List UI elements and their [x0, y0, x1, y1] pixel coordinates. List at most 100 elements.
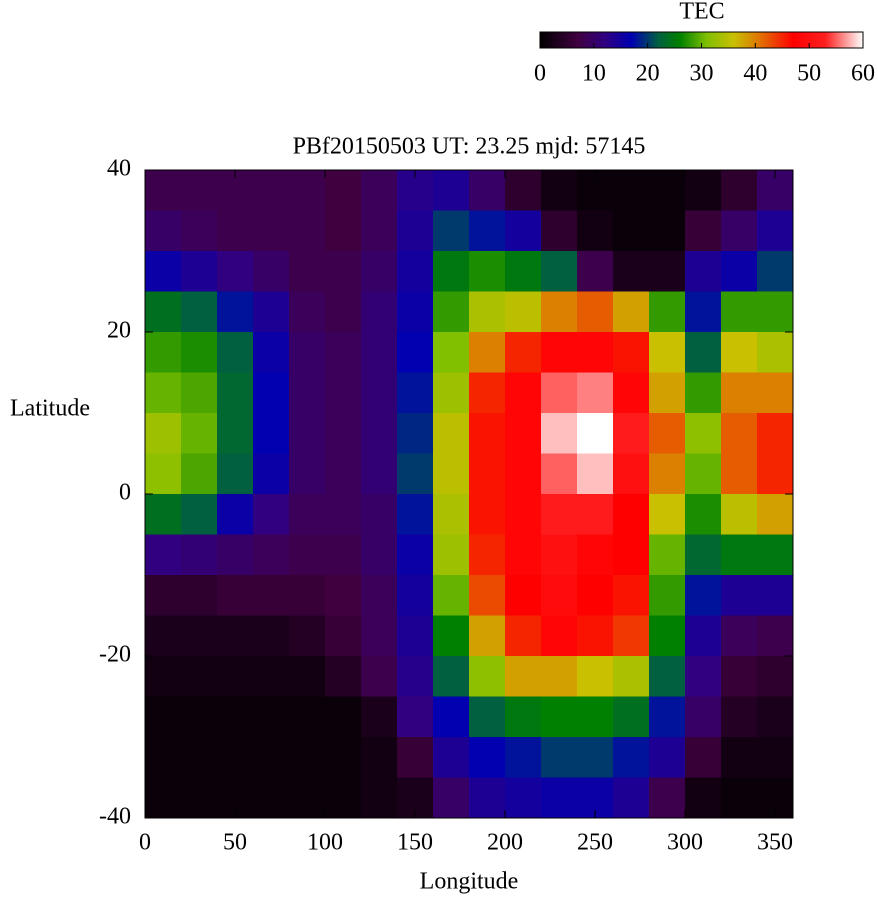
heat-cell [685, 696, 722, 738]
x-tick-label: 50 [223, 830, 247, 856]
heat-cell [325, 210, 362, 252]
heat-cell [649, 413, 686, 454]
heat-cell [433, 453, 470, 495]
heat-cell [217, 494, 254, 535]
heat-cell [181, 534, 218, 576]
heat-cell [577, 696, 614, 738]
heat-cell [253, 534, 290, 576]
heat-cell [325, 170, 362, 211]
heat-cell [145, 615, 182, 657]
heat-cell [433, 615, 470, 657]
x-tick-label: 350 [757, 830, 793, 856]
heat-cell [685, 372, 722, 414]
heat-cell [361, 777, 398, 819]
heat-cell [145, 453, 182, 495]
heat-cell [685, 494, 722, 535]
heat-cell [577, 413, 614, 454]
heat-cell [397, 453, 434, 495]
heat-cell [469, 737, 506, 778]
heat-cell [325, 453, 362, 495]
heat-cell [541, 251, 578, 292]
heat-cell [577, 494, 614, 535]
heat-cell [649, 656, 686, 697]
heat-cell [757, 615, 794, 657]
heat-cell [289, 656, 326, 697]
heat-cell [217, 575, 254, 616]
heat-cell [397, 696, 434, 738]
heat-cell [145, 372, 182, 414]
heat-cell [469, 615, 506, 657]
heat-cell [613, 170, 650, 211]
heat-cell [613, 575, 650, 616]
heat-cell [217, 251, 254, 292]
heat-cell [397, 372, 434, 414]
heat-cell [217, 656, 254, 697]
heat-cell [217, 737, 254, 778]
heat-cell [505, 494, 542, 535]
heat-cell [181, 372, 218, 414]
colorbar-tick-label: 10 [582, 61, 606, 87]
colorbar-tick-label: 30 [690, 61, 714, 87]
heat-cell [181, 696, 218, 738]
heat-cell [469, 696, 506, 738]
heat-cell [397, 575, 434, 616]
heat-cell [577, 575, 614, 616]
heat-cell [145, 494, 182, 535]
heat-cell [325, 656, 362, 697]
heat-cell [433, 291, 470, 333]
heat-cell [685, 291, 722, 333]
heat-cell [145, 534, 182, 576]
heat-cell [541, 170, 578, 211]
y-axis-label: Latitude [10, 396, 90, 422]
heat-cell [145, 170, 182, 211]
heat-cell [577, 251, 614, 292]
heat-cell [253, 251, 290, 292]
heat-cell [613, 291, 650, 333]
heat-cell [721, 575, 758, 616]
heat-cell [721, 291, 758, 333]
heat-cell [649, 494, 686, 535]
heat-cell [253, 453, 290, 495]
heat-cell [649, 170, 686, 211]
heat-cell [649, 332, 686, 373]
heat-cell [289, 413, 326, 454]
heat-cell [361, 615, 398, 657]
heat-cell [469, 656, 506, 697]
heat-cell [649, 615, 686, 657]
heat-cell [469, 453, 506, 495]
heat-cell [685, 615, 722, 657]
heat-cell [433, 737, 470, 778]
heat-cell [685, 453, 722, 495]
heat-cell [541, 494, 578, 535]
heat-cell [541, 372, 578, 414]
heat-cell [505, 291, 542, 333]
heat-cell [145, 777, 182, 819]
heat-cell [217, 696, 254, 738]
heat-cell [469, 210, 506, 252]
heat-cell [721, 413, 758, 454]
heat-cell [433, 210, 470, 252]
y-tick-label: 40 [107, 156, 131, 182]
heat-cell [181, 575, 218, 616]
heat-cell [469, 777, 506, 819]
x-tick-label: 150 [397, 830, 433, 856]
heat-cell [505, 575, 542, 616]
heat-cell [505, 453, 542, 495]
heat-cell [397, 332, 434, 373]
heat-cell [145, 575, 182, 616]
heat-cell [181, 291, 218, 333]
heat-cell [541, 291, 578, 333]
heat-cell [757, 251, 794, 292]
heat-cell [397, 413, 434, 454]
heat-cell [505, 251, 542, 292]
heat-cell [685, 534, 722, 576]
heat-cell [613, 615, 650, 657]
heat-cell [433, 372, 470, 414]
heat-cell [289, 372, 326, 414]
heat-cell [505, 170, 542, 211]
heat-cell [361, 453, 398, 495]
heat-cell [181, 494, 218, 535]
heat-cell [469, 170, 506, 211]
heat-cell [181, 453, 218, 495]
heat-cell [181, 615, 218, 657]
